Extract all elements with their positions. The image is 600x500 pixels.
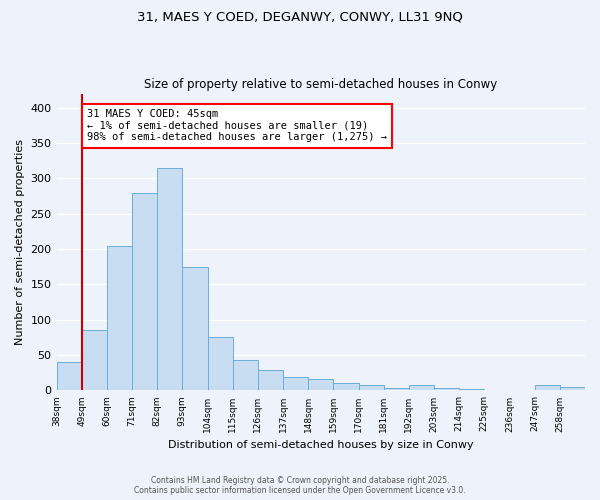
- Bar: [334, 382, 359, 390]
- Bar: [283, 377, 308, 390]
- Bar: [82, 330, 107, 390]
- Text: 31 MAES Y COED: 45sqm
← 1% of semi-detached houses are smaller (19)
98% of semi-: 31 MAES Y COED: 45sqm ← 1% of semi-detac…: [87, 109, 387, 142]
- Bar: [208, 338, 233, 390]
- Bar: [157, 168, 182, 390]
- Bar: [107, 246, 132, 390]
- X-axis label: Distribution of semi-detached houses by size in Conwy: Distribution of semi-detached houses by …: [168, 440, 473, 450]
- Bar: [459, 389, 484, 390]
- Bar: [182, 268, 208, 390]
- Bar: [258, 370, 283, 390]
- Bar: [434, 388, 459, 390]
- Bar: [560, 387, 585, 390]
- Bar: [132, 192, 157, 390]
- Bar: [409, 385, 434, 390]
- Y-axis label: Number of semi-detached properties: Number of semi-detached properties: [15, 139, 25, 345]
- Bar: [383, 388, 409, 390]
- Text: Contains HM Land Registry data © Crown copyright and database right 2025.
Contai: Contains HM Land Registry data © Crown c…: [134, 476, 466, 495]
- Bar: [56, 362, 82, 390]
- Bar: [535, 386, 560, 390]
- Title: Size of property relative to semi-detached houses in Conwy: Size of property relative to semi-detach…: [144, 78, 497, 91]
- Bar: [233, 360, 258, 390]
- Text: 31, MAES Y COED, DEGANWY, CONWY, LL31 9NQ: 31, MAES Y COED, DEGANWY, CONWY, LL31 9N…: [137, 10, 463, 23]
- Bar: [308, 379, 334, 390]
- Bar: [359, 385, 383, 390]
